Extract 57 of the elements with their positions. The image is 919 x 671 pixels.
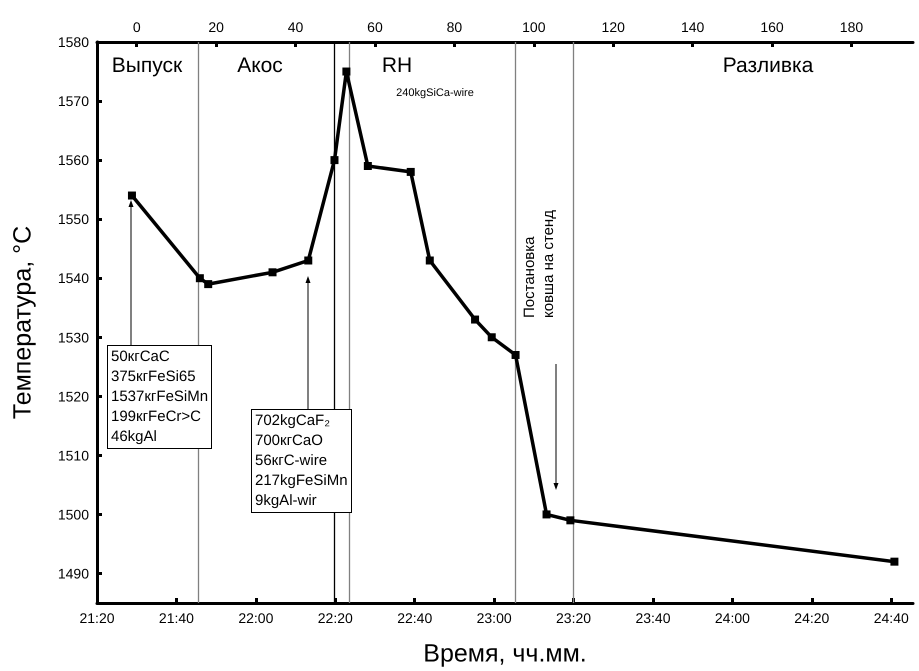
y-tick-label: 1570: [58, 93, 90, 110]
x-tick-label: 22:00: [238, 610, 274, 626]
y-tick-label: 1580: [58, 34, 90, 50]
point: [128, 192, 136, 200]
x-tick-label: 23:20: [556, 610, 592, 626]
x2-tick-label: 180: [840, 19, 864, 35]
point: [342, 68, 350, 76]
y-tick-label: 1540: [58, 270, 90, 286]
point: [890, 558, 898, 566]
x2-tick-label: 40: [288, 19, 304, 35]
annotation: Разливка: [722, 54, 814, 78]
point: [196, 274, 204, 282]
annotation: Выпуск: [112, 54, 182, 78]
y-tick-label: 1560: [58, 152, 90, 168]
point: [364, 162, 372, 170]
annotation: Постановка ковша на стенд: [520, 210, 558, 318]
y-tick-label: 1520: [58, 388, 90, 404]
point: [471, 316, 480, 324]
x-tick-label: 21:40: [158, 610, 194, 626]
annotation: 702kgCaF₂ 700кгCaO 56кгC-wire 217kgFeSiMn 9kgAl-wir: [251, 409, 352, 513]
x-tick-label: 24:40: [874, 610, 909, 626]
point: [488, 333, 496, 342]
x-tick-label: 24:00: [714, 610, 750, 626]
x2-tick-label: 80: [446, 19, 462, 35]
point: [512, 350, 520, 359]
point: [204, 280, 212, 288]
x-tick-label: 24:20: [794, 610, 830, 626]
point: [426, 256, 434, 264]
x2-tick-label: 120: [602, 19, 626, 35]
point: [406, 168, 415, 176]
x-tick-label: 23:00: [476, 610, 512, 626]
y-tick-label: 1500: [58, 506, 90, 522]
y-tick-label: 1530: [58, 329, 90, 346]
y-tick-label: 1510: [58, 447, 90, 464]
x-tick-label: 22:20: [318, 610, 353, 626]
x-axis-title: Время, чч.мм.: [423, 640, 587, 668]
x2-tick-label: 60: [367, 19, 383, 35]
x2-tick-label: 140: [680, 19, 705, 35]
x-tick-label: 21:20: [79, 610, 115, 626]
x-tick-label: 23:40: [635, 610, 671, 626]
point: [268, 268, 277, 276]
point: [330, 156, 338, 164]
annotation: RH: [382, 54, 412, 78]
y-tick-label: 1490: [58, 565, 90, 582]
x2-tick-label: 0: [132, 19, 141, 35]
x2-tick-label: 100: [522, 19, 546, 35]
point: [542, 510, 551, 518]
point: [566, 516, 574, 524]
annotation: Акос: [237, 54, 283, 78]
x-tick-label: 22:40: [397, 610, 432, 626]
annotation: 240kgSiCa-wire: [396, 87, 474, 99]
x2-tick-label: 20: [208, 19, 224, 35]
point: [304, 256, 312, 264]
annotation: 50кгCaC 375кгFeSi65 1537кгFeSiMn 199кгFeCr>C 46kgAl: [107, 345, 212, 449]
y-axis-title: Температура, °C: [8, 226, 36, 420]
x2-tick-label: 160: [760, 19, 784, 35]
y-tick-label: 1550: [58, 211, 90, 228]
